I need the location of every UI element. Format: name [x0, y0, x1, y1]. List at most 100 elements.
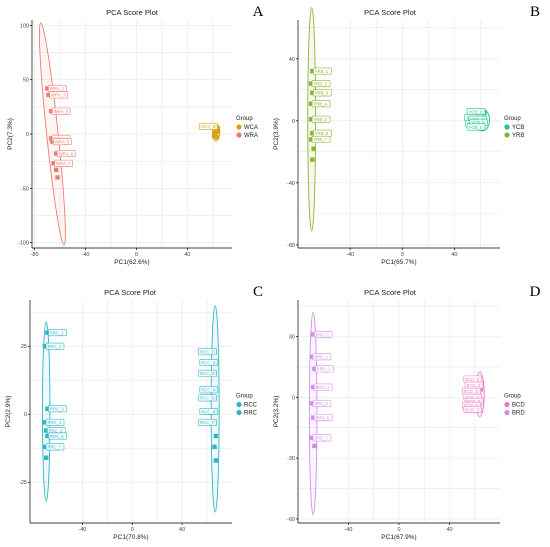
sample-label-box: [199, 359, 219, 367]
sample-label-box: [48, 329, 67, 337]
series-RCC: RCC_1 RCC_2 RCC_3 RCC_4 RCC_5 RCC_6 RCC_7: [198, 304, 220, 513]
sample-label: RCC_2: [201, 360, 215, 365]
legend: Group BCD BRD: [504, 394, 525, 417]
sample-label: YRB_1: [315, 69, 329, 74]
data-point: [54, 151, 59, 156]
sample-label-box: [315, 365, 334, 373]
panel-letter: D: [530, 284, 541, 300]
sample-label: RCC_4: [201, 388, 215, 393]
x-tick-label: 0: [397, 527, 400, 533]
legend-label: BCD: [512, 403, 525, 409]
sample-label: RRC_1: [50, 330, 64, 335]
data-point: [310, 90, 315, 96]
sample-label-box: [49, 91, 68, 99]
sample-label: BCD_4: [465, 395, 479, 400]
grid-lines: [298, 300, 500, 523]
sample-label: BRD_5: [314, 401, 328, 406]
data-point: [310, 415, 316, 420]
sample-label: WRA_7: [56, 161, 71, 166]
sample-label: RCC_1: [200, 349, 214, 354]
data-point: [42, 444, 48, 450]
data-point: [45, 433, 50, 439]
legend: Group WCA WRA: [236, 116, 258, 139]
sample-label-box: [48, 432, 67, 440]
sample-label-box: [198, 348, 217, 356]
sample-label: YCB_6: [471, 120, 485, 125]
y-axis-label: PC2(3.2%): [273, 396, 280, 428]
y-tick-label: -50: [21, 186, 29, 192]
data-point: [213, 458, 218, 463]
sample-label: BRD_6: [316, 415, 330, 420]
data-point: [308, 81, 314, 86]
sample-label: RRC_6: [50, 434, 64, 439]
x-tick-label: 0: [401, 252, 404, 258]
y-tick-label: 30: [289, 334, 295, 340]
sample-label: BCD_7: [465, 407, 479, 412]
sample-label-box: [198, 394, 217, 402]
data-point: [45, 330, 50, 335]
sample-label: YRB_7: [314, 137, 328, 142]
sample-label: RCC_3: [200, 371, 214, 376]
x-tick-label: 40: [451, 252, 457, 258]
x-tick-label: 40: [446, 527, 452, 533]
panel-letter: A: [253, 4, 264, 20]
sample-label-box: [45, 342, 65, 350]
sample-label: WCA_6: [201, 124, 216, 129]
sample-label-box: [466, 123, 486, 131]
sample-label: YCB_7: [469, 125, 483, 130]
legend-marker: [504, 401, 510, 408]
sample-label-box: [313, 414, 333, 422]
series-WCA: WCA_6: [199, 122, 221, 142]
sample-label: YRB_3: [315, 91, 329, 96]
sample-label-box: [311, 100, 331, 108]
sample-label-box: [199, 122, 218, 130]
y-tick-label: 25: [21, 344, 27, 350]
sample-label-box: [199, 386, 219, 394]
y-axis-label: PC2(3.9%): [273, 118, 280, 150]
sample-label: RRC_2: [47, 344, 61, 349]
y-axis-label: PC2(2.9%): [5, 396, 12, 428]
y-tick-label: -80: [287, 243, 295, 249]
sample-label: BCD_2: [467, 383, 481, 388]
legend-label: RRC: [244, 411, 258, 417]
x-tick-label: 0: [135, 252, 138, 258]
data-point: [310, 68, 315, 74]
sample-label: YRB_4: [314, 102, 328, 107]
legend-label: YRB: [512, 133, 524, 139]
sample-label-box: [312, 399, 332, 407]
data-point: [48, 136, 54, 141]
x-tick-label: 40: [184, 252, 190, 258]
y-tick-label: 0: [26, 132, 29, 138]
sample-label-box: [199, 407, 219, 415]
data-point: [309, 435, 315, 441]
legend: Group RCC RRC: [236, 394, 258, 417]
data-point: [310, 157, 315, 162]
chart-title: PCA Score Plot: [364, 8, 417, 17]
chart-title: PCA Score Plot: [364, 288, 417, 297]
y-tick-label: -30: [287, 456, 295, 462]
data-point: [478, 387, 484, 392]
sample-label-box: [51, 107, 71, 115]
y-tick-label: -100: [18, 241, 29, 247]
x-axis-label: PC1(65.7%): [381, 259, 416, 266]
sample-label: BRD_2: [314, 355, 328, 360]
legend-label: YCB: [512, 125, 524, 131]
data-point: [44, 428, 49, 433]
pca-panel-A: PCA Score Plot A -80 -40 0 40 -100 -50 0 50 100 PC1…: [7, 4, 264, 266]
sample-label-box: [313, 67, 332, 75]
sample-label-box: [311, 115, 331, 123]
x-axis-label: PC1(67.9%): [381, 534, 416, 541]
y-tick-label: -25: [19, 480, 27, 486]
x-tick-label: -40: [346, 252, 354, 258]
sample-label-box: [198, 369, 217, 377]
pca-panel-C: PCA Score Plot C -40 0 40 -25 0 25 PC1(70.8%) PC2…: [5, 284, 263, 541]
x-axis-label: PC1(70.8%): [113, 534, 148, 541]
sample-label: RRC_7: [47, 445, 61, 450]
data-point: [311, 146, 316, 151]
y-tick-label: 0: [24, 412, 27, 418]
sample-label-box: [313, 383, 333, 391]
sample-label-box: [56, 150, 76, 158]
